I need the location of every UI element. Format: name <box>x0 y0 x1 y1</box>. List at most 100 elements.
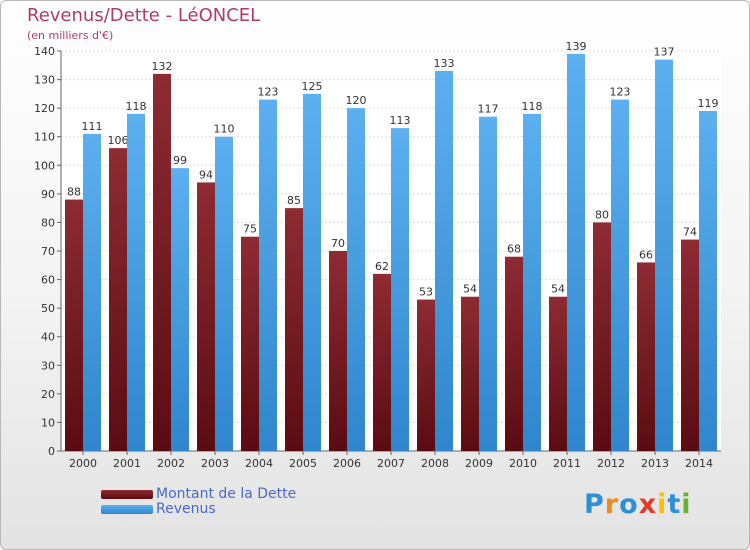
bar-dette-2005 <box>285 208 303 451</box>
data-label-dette-2002: 132 <box>152 60 173 73</box>
bar-dette-2003 <box>197 182 215 451</box>
data-label-revenus-2003: 110 <box>214 123 235 136</box>
x-tick-label-2010: 2010 <box>509 457 537 470</box>
x-tick-label-2003: 2003 <box>201 457 229 470</box>
logo-letter: x <box>638 489 658 520</box>
bar-dette-2008 <box>417 299 435 451</box>
data-label-revenus-2008: 133 <box>434 57 455 70</box>
bar-revenus-2009 <box>479 116 497 451</box>
y-tick-label: 90 <box>41 188 55 201</box>
bar-revenus-2008 <box>435 71 453 451</box>
chart-subtitle: (en milliers d'€) <box>27 29 114 42</box>
bar-revenus-2000 <box>83 133 101 451</box>
data-label-revenus-2004: 123 <box>258 86 279 99</box>
x-tick-label-2012: 2012 <box>597 457 625 470</box>
logo-letter: r <box>604 489 620 520</box>
data-label-dette-2012: 80 <box>595 208 609 221</box>
x-tick-label-2009: 2009 <box>465 457 493 470</box>
bar-revenus-2014 <box>699 111 717 451</box>
y-tick-label: 140 <box>34 45 55 58</box>
x-tick-label-2004: 2004 <box>245 457 273 470</box>
bar-dette-2013 <box>637 262 655 451</box>
x-tick-label-2014: 2014 <box>685 457 713 470</box>
logo-letter: t <box>667 489 682 520</box>
bar-dette-2010 <box>505 256 523 451</box>
x-tick-label-2007: 2007 <box>377 457 405 470</box>
bar-dette-2012 <box>593 222 611 451</box>
y-tick-label: 60 <box>41 274 55 287</box>
x-tick-label-2000: 2000 <box>69 457 97 470</box>
data-label-revenus-2010: 118 <box>522 100 543 113</box>
legend-label-revenus: Revenus <box>156 501 216 517</box>
data-label-dette-2000: 88 <box>67 186 81 199</box>
x-tick-label-2002: 2002 <box>157 457 185 470</box>
data-label-dette-2010: 68 <box>507 243 521 256</box>
data-label-dette-2006: 70 <box>331 237 345 250</box>
bar-dette-2014 <box>681 239 699 451</box>
y-tick-label: 110 <box>34 131 55 144</box>
data-label-revenus-2000: 111 <box>82 120 103 133</box>
logo-letter: i <box>681 489 692 520</box>
legend-swatch-dette <box>101 490 153 499</box>
data-label-dette-2007: 62 <box>375 260 389 273</box>
bar-revenus-2013 <box>655 59 673 451</box>
legend-swatch-revenus <box>101 505 153 514</box>
bar-dette-2006 <box>329 251 347 451</box>
y-tick-label: 80 <box>41 216 55 229</box>
data-label-revenus-2007: 113 <box>390 114 411 127</box>
x-tick-label-2008: 2008 <box>421 457 449 470</box>
proxiti-logo: Proxiti <box>584 489 692 520</box>
y-tick-label: 20 <box>41 388 55 401</box>
logo-letter: P <box>584 489 605 520</box>
bar-revenus-2003 <box>215 136 233 451</box>
logo-letter: o <box>619 489 639 520</box>
bar-dette-2000 <box>65 199 83 451</box>
y-tick-label: 70 <box>41 245 55 258</box>
data-label-revenus-2002: 99 <box>173 154 187 167</box>
y-tick-label: 40 <box>41 331 55 344</box>
x-tick-label-2011: 2011 <box>553 457 581 470</box>
data-label-revenus-2006: 120 <box>346 94 367 107</box>
x-tick-label-2006: 2006 <box>333 457 361 470</box>
bar-revenus-2011 <box>567 53 585 451</box>
data-label-revenus-2001: 118 <box>126 100 147 113</box>
bar-revenus-2007 <box>391 128 409 451</box>
data-label-dette-2001: 106 <box>108 134 129 147</box>
data-label-revenus-2009: 117 <box>478 103 499 116</box>
bar-dette-2011 <box>549 296 567 451</box>
logo-letter: i <box>657 489 668 520</box>
bar-revenus-2010 <box>523 113 541 451</box>
legend-label-dette: Montant de la Dette <box>156 486 297 502</box>
bar-revenus-2004 <box>259 99 277 452</box>
x-tick-label-2005: 2005 <box>289 457 317 470</box>
y-tick-label: 10 <box>41 416 55 429</box>
bar-dette-2009 <box>461 296 479 451</box>
data-label-revenus-2014: 119 <box>698 97 719 110</box>
y-tick-label: 30 <box>41 359 55 372</box>
bar-dette-2007 <box>373 273 391 451</box>
y-tick-label: 50 <box>41 302 55 315</box>
bar-revenus-2002 <box>171 168 189 451</box>
data-label-dette-2009: 54 <box>463 283 477 296</box>
chart-title: Revenus/Dette - LéONCEL <box>27 5 261 26</box>
data-label-revenus-2012: 123 <box>610 86 631 99</box>
data-label-revenus-2005: 125 <box>302 80 323 93</box>
y-tick-label: 120 <box>34 102 55 115</box>
data-label-revenus-2011: 139 <box>566 40 587 53</box>
data-label-dette-2011: 54 <box>551 283 565 296</box>
bar-dette-2004 <box>241 236 259 451</box>
bar-dette-2001 <box>109 148 127 451</box>
data-label-dette-2008: 53 <box>419 286 433 299</box>
data-label-dette-2003: 94 <box>199 168 213 181</box>
data-label-revenus-2013: 137 <box>654 46 675 59</box>
y-tick-label: 0 <box>48 445 55 458</box>
y-tick-label: 130 <box>34 74 55 87</box>
bar-revenus-2001 <box>127 113 145 451</box>
bar-revenus-2012 <box>611 99 629 452</box>
bar-revenus-2006 <box>347 108 365 452</box>
data-label-dette-2004: 75 <box>243 223 257 236</box>
data-label-dette-2013: 66 <box>639 248 653 261</box>
x-tick-label-2001: 2001 <box>113 457 141 470</box>
